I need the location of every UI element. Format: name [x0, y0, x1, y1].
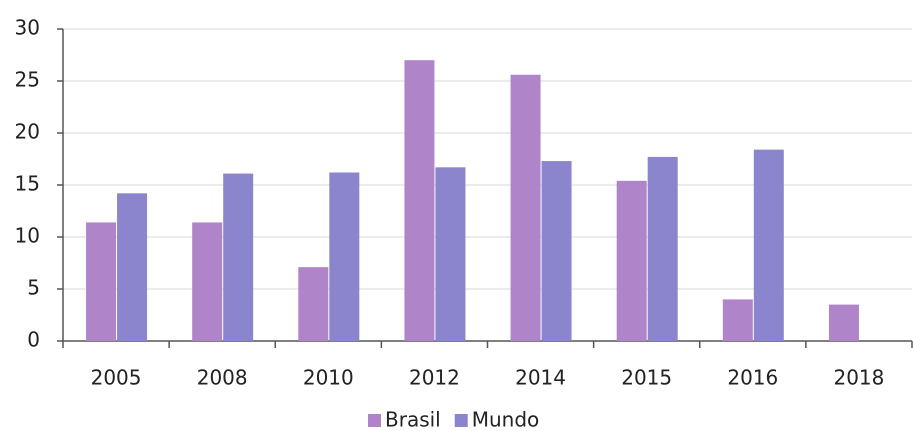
x-tick-label: 2014: [515, 366, 566, 390]
bar: [329, 172, 360, 341]
bar: [541, 161, 572, 341]
x-tick-label: 2016: [727, 366, 778, 390]
bar: [753, 149, 784, 341]
bar: [722, 299, 753, 341]
bar: [404, 60, 435, 341]
bar: [647, 156, 678, 341]
y-tick-label: 25: [15, 68, 40, 92]
y-tick-label: 0: [27, 328, 40, 352]
legend-label: Brasil: [385, 408, 441, 431]
bar: [510, 74, 541, 341]
x-tick-label: 2018: [833, 366, 884, 390]
x-tick-label: 2015: [621, 366, 672, 390]
bar: [828, 304, 859, 341]
y-tick-label: 20: [15, 120, 40, 144]
y-tick-label: 15: [15, 172, 40, 196]
bar: [223, 173, 254, 341]
x-tick-label: 2005: [91, 366, 142, 390]
x-tick-label: 2010: [303, 366, 354, 390]
bar: [86, 222, 117, 341]
y-tick-label: 10: [15, 224, 40, 248]
bar: [298, 267, 329, 341]
bar: [192, 222, 223, 341]
legend-label: Mundo: [472, 408, 540, 431]
legend-swatch: [368, 414, 381, 427]
x-tick-label: 2008: [197, 366, 248, 390]
bar: [435, 167, 466, 341]
y-tick-label: 5: [27, 276, 40, 300]
bar: [616, 180, 647, 341]
legend-swatch: [454, 414, 468, 427]
x-tick-label: 2012: [409, 366, 460, 390]
y-tick-label: 30: [15, 16, 40, 40]
bar: [117, 193, 148, 341]
